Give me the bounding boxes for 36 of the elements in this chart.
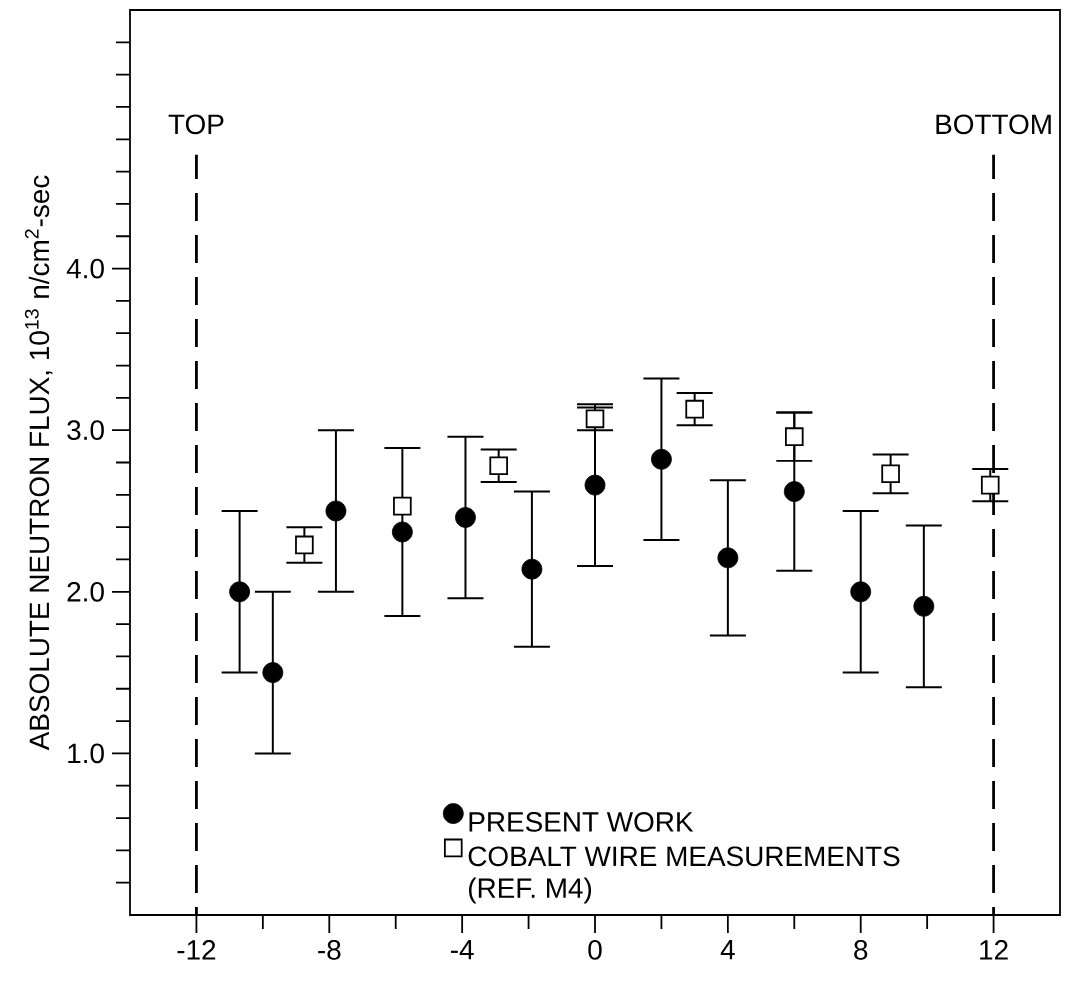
- point: [391, 521, 413, 543]
- point: [651, 448, 672, 470]
- y-tick-label: 2.0: [67, 581, 104, 602]
- x-tick-label: -4: [450, 940, 474, 960]
- y-tick-label: 4.0: [66, 258, 104, 279]
- point: [783, 481, 805, 502]
- ref-line-label: TOP: [168, 114, 224, 135]
- ref-line-label: BOTTOM: [936, 114, 1051, 135]
- legend-label: COBALT WIRE MEASUREMENTS (REF. M4): [468, 846, 900, 904]
- y-axis-title: ABSOLUTE NEUTRON FLUX, 10$^{13}$ n/cm$^{2}$-sec: [24, 175, 53, 751]
- y-tick-label: 3.0: [67, 420, 104, 441]
- point: [262, 662, 284, 683]
- point: [455, 507, 476, 528]
- point: [881, 464, 900, 484]
- point: [325, 500, 347, 522]
- point: [584, 474, 606, 496]
- x-tick-label: 8: [854, 940, 868, 960]
- point: [685, 399, 704, 419]
- point: [585, 409, 605, 429]
- point: [717, 547, 739, 569]
- x-tick-label: -8: [318, 940, 341, 960]
- x-tick-label: 0: [588, 940, 602, 960]
- point: [913, 595, 935, 617]
- x-tick-label: 12: [980, 940, 1008, 960]
- point: [784, 427, 804, 446]
- point: [489, 456, 508, 476]
- point: [980, 475, 1000, 495]
- x-tick-label: 4: [720, 940, 735, 960]
- x-tick-label: -12: [177, 940, 216, 960]
- point: [393, 496, 412, 516]
- y-tick-label: 1.0: [68, 743, 104, 764]
- legend-label: PRESENT WORK: [469, 812, 694, 832]
- point: [295, 535, 314, 555]
- point: [521, 558, 543, 580]
- point: [229, 581, 251, 603]
- point: [850, 581, 872, 603]
